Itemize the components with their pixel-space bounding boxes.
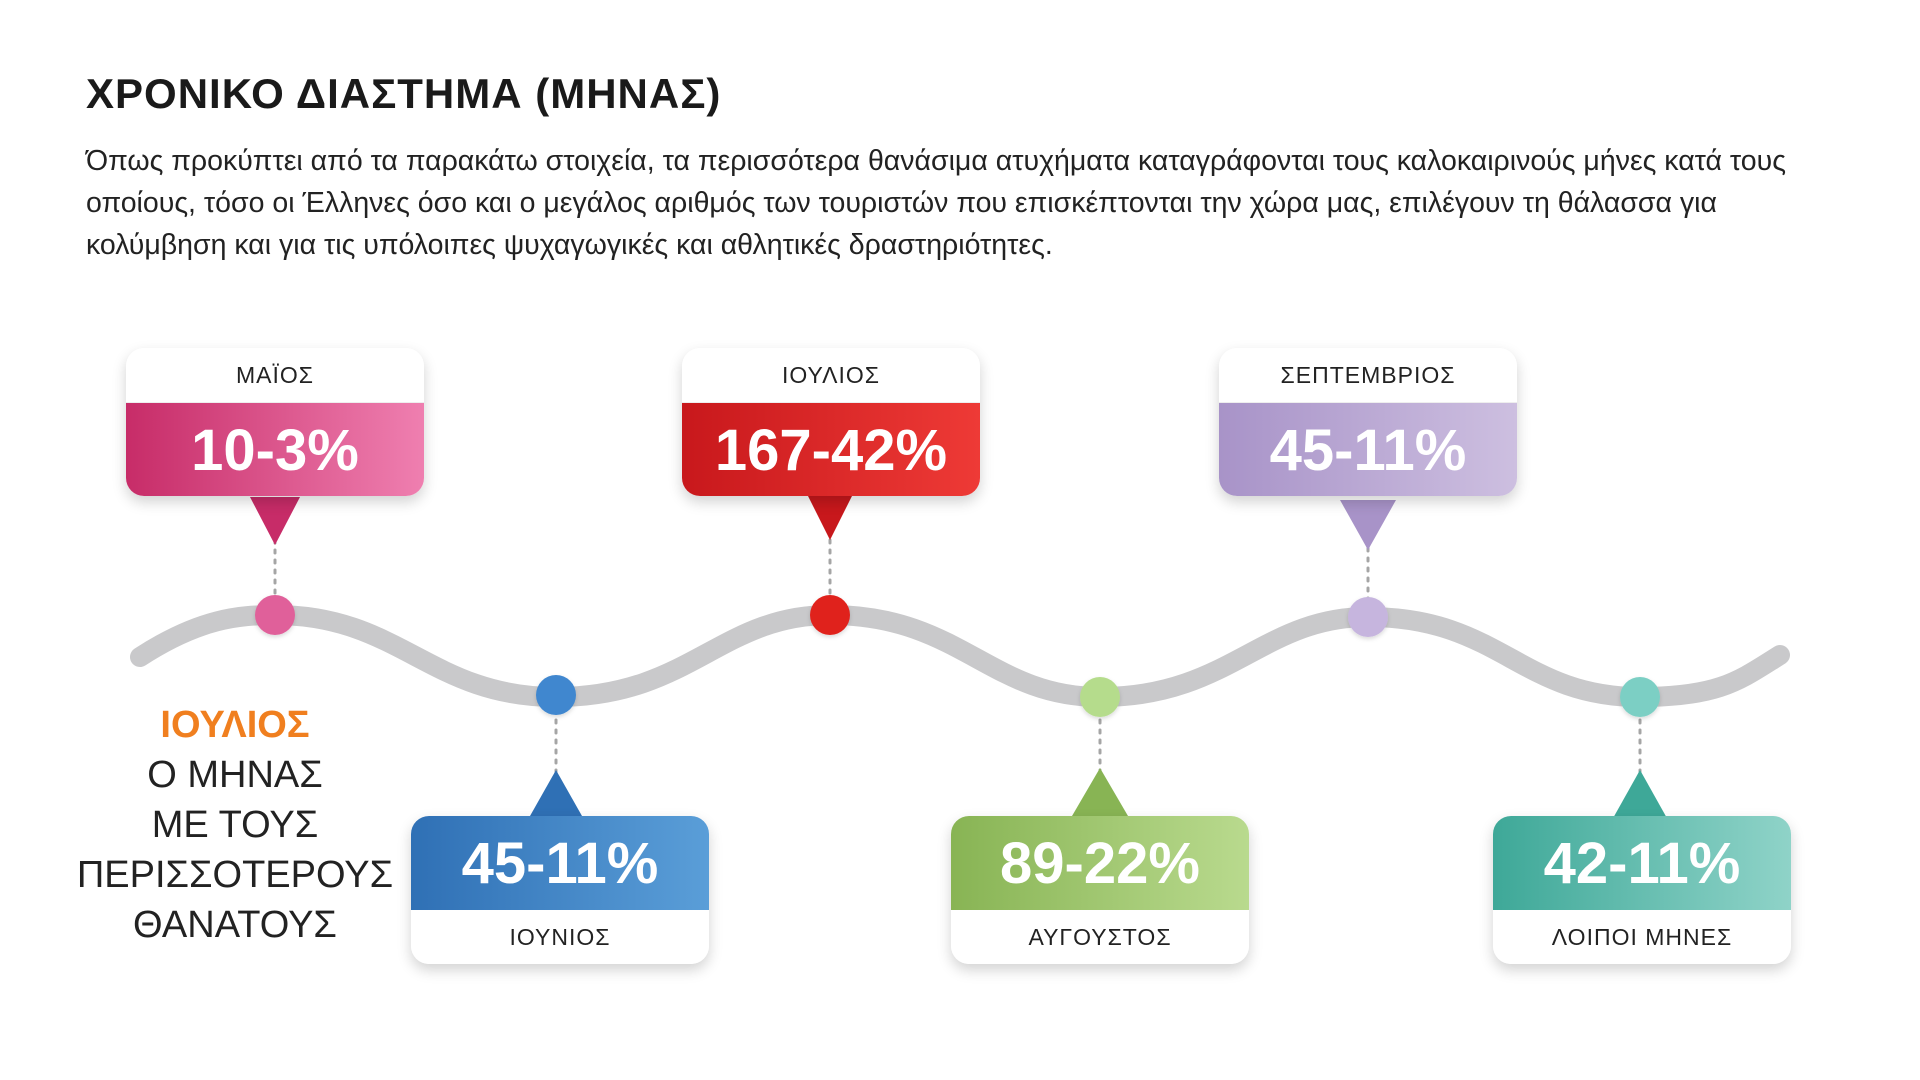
dot-august [1080, 677, 1120, 717]
month-label: ΜΑΪΟΣ [126, 348, 424, 403]
card-august: 89-22% ΑΥΓΟΥΣΤΟΣ [951, 816, 1249, 964]
pointer-september [1340, 500, 1396, 550]
month-value: 10-3% [126, 403, 424, 496]
highlight-line: ΘΑΝΑΤΟΥΣ [133, 904, 337, 946]
card-june: 45-11% ΙΟΥΝΙΟΣ [411, 816, 709, 964]
card-other-months: 42-11% ΛΟΙΠΟΙ ΜΗΝΕΣ [1493, 816, 1791, 964]
page-title: ΧΡΟΝΙΚΟ ΔΙΑΣΤΗΜΑ (ΜΗΝΑΣ) [86, 70, 722, 117]
dot-may [255, 595, 295, 635]
highlight-month: ΙΟΥΛΙΟΣ [160, 704, 310, 746]
pointer-august [1072, 768, 1128, 816]
pointer-june [530, 770, 582, 816]
highlight-line: ΠΕΡΙΣΣΟΤΕΡΟΥΣ [76, 854, 394, 896]
month-value: 45-11% [1219, 403, 1517, 496]
month-value: 167-42% [682, 403, 980, 496]
month-label: ΣΕΠΤΕΜΒΡΙΟΣ [1219, 348, 1517, 403]
highlight-line: ΜΕ ΤΟΥΣ [151, 804, 319, 846]
card-may: ΜΑΪΟΣ 10-3% [126, 348, 424, 496]
month-label: ΛΟΙΠΟΙ ΜΗΝΕΣ [1493, 910, 1791, 964]
highlight-note: ΙΟΥΛΙΟΣ Ο ΜΗΝΑΣ ΜΕ ΤΟΥΣ ΠΕΡΙΣΣΟΤΕΡΟΥΣ ΘΑ… [60, 700, 410, 950]
month-label: ΙΟΥΛΙΟΣ [682, 348, 980, 403]
intro-paragraph: Όπως προκύπτει από τα παρακάτω στοιχεία,… [86, 145, 1786, 261]
month-label: ΑΥΓΟΥΣΤΟΣ [951, 910, 1249, 964]
highlight-line: Ο ΜΗΝΑΣ [147, 754, 323, 796]
dot-june [536, 675, 576, 715]
dot-other [1620, 677, 1660, 717]
dot-july [810, 595, 850, 635]
pointer-may [250, 497, 300, 545]
month-value: 45-11% [411, 816, 709, 910]
card-july: ΙΟΥΛΙΟΣ 167-42% [682, 348, 980, 496]
pointer-other [1612, 770, 1668, 820]
timeline-wave [130, 604, 1790, 708]
month-label: ΙΟΥΝΙΟΣ [411, 910, 709, 964]
month-value: 42-11% [1493, 816, 1791, 910]
month-value: 89-22% [951, 816, 1249, 910]
card-september: ΣΕΠΤΕΜΒΡΙΟΣ 45-11% [1219, 348, 1517, 496]
pointer-july [805, 490, 855, 540]
dot-september [1348, 597, 1388, 637]
